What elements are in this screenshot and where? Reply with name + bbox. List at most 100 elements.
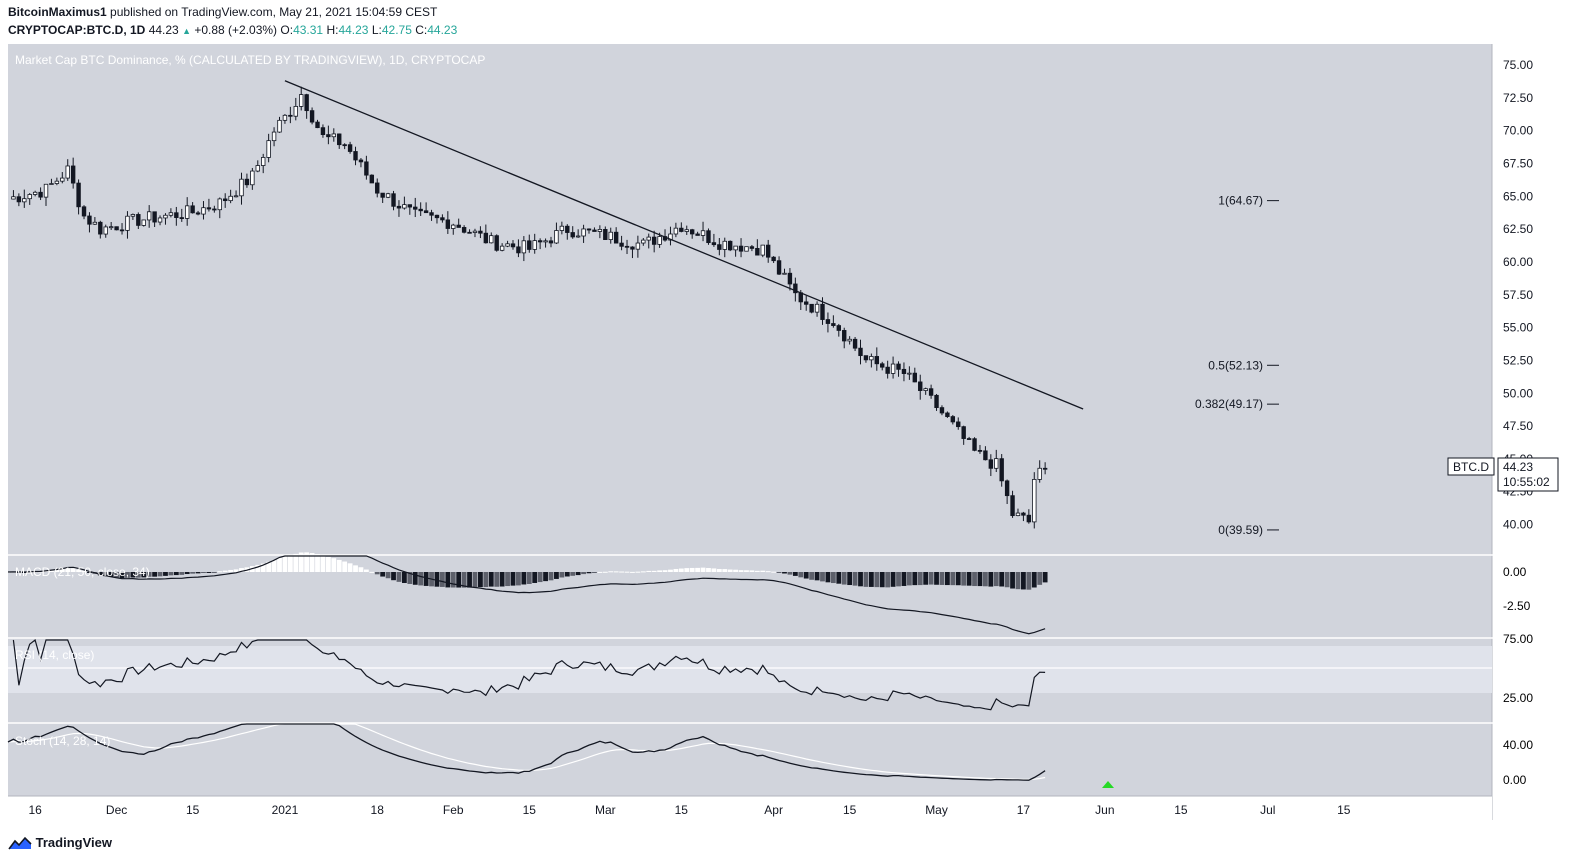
up-triangle-icon: ▲	[182, 26, 191, 36]
candle-body-102	[559, 225, 565, 231]
y-tick-2: 70.00	[1503, 124, 1533, 138]
stoch-tick-1: 0.00	[1503, 773, 1527, 787]
candle-body-177	[966, 438, 972, 440]
candle-body-168	[918, 381, 923, 391]
candle-body-57	[315, 121, 320, 129]
macd-bar-23	[130, 572, 136, 578]
candle-body-93	[510, 243, 516, 248]
candle-body-113	[619, 242, 624, 247]
macd-bar-88	[483, 572, 489, 588]
last-price-tag[interactable]	[1497, 457, 1559, 492]
macd-bar-158	[863, 572, 869, 587]
macd-bar-187	[1021, 572, 1026, 590]
macd-bar-174	[950, 572, 956, 586]
candle-body-40	[222, 198, 228, 202]
macd-bar-154	[841, 572, 847, 585]
symbol-price-tag[interactable]	[1447, 457, 1495, 476]
macd-bar-152	[830, 572, 836, 584]
candle-body-119	[651, 236, 657, 245]
candle-body-61	[337, 133, 342, 146]
fib-levels[interactable]: 1(64.67) 0.5(52.13) 0.382(49.17) 0(39.59)	[1195, 194, 1279, 537]
descending-trendline[interactable]	[284, 80, 1084, 410]
macd-bar-64	[353, 565, 358, 572]
macd-bar-82	[450, 572, 456, 588]
candle-body-73	[402, 204, 407, 209]
candle-body-16	[92, 221, 98, 225]
macd-bar-10	[59, 569, 65, 572]
candle-body-103	[565, 225, 570, 233]
stoch-tick-0: 40.00	[1503, 738, 1533, 752]
macd-bar-37	[206, 572, 212, 573]
candle-body-77	[423, 210, 429, 214]
macd-bar-165	[901, 572, 907, 586]
candle-body-114	[624, 245, 630, 248]
candle-body-23	[130, 214, 136, 217]
macd-bar-8	[49, 570, 54, 572]
macd-bar-117	[640, 571, 646, 573]
candle-body-5	[32, 191, 38, 195]
symbol-label[interactable]: CRYPTOCAP:BTC.D, 1D	[8, 23, 146, 37]
macd-bar-133	[727, 569, 733, 572]
chart-canvas[interactable]: 1(64.67) 0.5(52.13) 0.382(49.17) 0(39.59) M…	[0, 44, 1580, 834]
macd-tick-1: -2.50	[1503, 599, 1531, 613]
macd-bar-68	[374, 572, 380, 575]
candle-body-166	[907, 372, 912, 375]
macd-bar-190	[1037, 572, 1043, 585]
candle-body-172	[939, 407, 945, 414]
macd-bar-143	[782, 572, 787, 574]
macd-bar-52	[287, 555, 293, 572]
y-tick-1: 72.50	[1503, 91, 1533, 105]
macd-bar-111	[608, 571, 614, 573]
candle-body-87	[478, 230, 483, 234]
macd-bar-0	[5, 572, 11, 573]
candle-body-81	[445, 219, 451, 229]
price-axis[interactable]	[1492, 44, 1564, 796]
macd-bar-11	[65, 568, 71, 572]
macd-bar-163	[890, 572, 896, 587]
macd-bar-81	[445, 572, 451, 588]
macd-bar-91	[499, 572, 505, 587]
rsi-tick-1: 25.00	[1503, 691, 1533, 705]
macd-bar-34	[190, 572, 196, 574]
footer-brand[interactable]: TradingView	[8, 834, 112, 854]
macd-bar-38	[211, 572, 217, 573]
macd-bar-140	[765, 571, 771, 573]
macd-bar-112	[613, 571, 619, 573]
macd-bar-77	[423, 572, 429, 586]
candle-body-89	[489, 235, 494, 244]
candle-body-49	[271, 131, 277, 142]
macd-bar-36	[201, 572, 206, 573]
macd-bar-80	[440, 572, 445, 587]
candle-body-28	[157, 217, 163, 223]
candle-body-107	[586, 228, 592, 231]
macd-bar-89	[488, 572, 494, 587]
macd-bar-25	[141, 572, 147, 578]
macd-bar-145	[792, 572, 798, 576]
candle-body-79	[434, 214, 440, 219]
time-axis[interactable]	[8, 796, 1492, 820]
macd-bar-191	[1042, 572, 1048, 583]
macd-bar-114	[624, 571, 630, 573]
candle-body-83	[456, 224, 461, 228]
author-name[interactable]: BitcoinMaximus1	[8, 5, 107, 19]
candle-body-8	[49, 183, 54, 185]
candle-body-143	[782, 272, 787, 275]
macd-bar-159	[868, 572, 874, 587]
candle-body-139	[760, 244, 765, 256]
candle-body-101	[554, 230, 559, 244]
macd-bar-90	[494, 572, 500, 587]
candle-body-45	[250, 170, 255, 186]
macd-bar-58	[320, 555, 326, 572]
candle-body-50	[277, 119, 282, 133]
macd-bar-108	[592, 572, 597, 573]
macd-title: MACD (21, 50, close, 34)	[15, 565, 150, 579]
candle-body-182	[994, 458, 999, 469]
macd-bar-71	[391, 572, 396, 581]
y-tick-5: 62.50	[1503, 222, 1533, 236]
macd-bar-29	[163, 572, 168, 576]
macd-bar-26	[146, 572, 152, 577]
stoch-k-line	[7, 723, 1046, 781]
macd-bar-65	[358, 567, 364, 572]
candle-body-68	[375, 182, 380, 194]
macd-bar-62	[342, 561, 348, 572]
